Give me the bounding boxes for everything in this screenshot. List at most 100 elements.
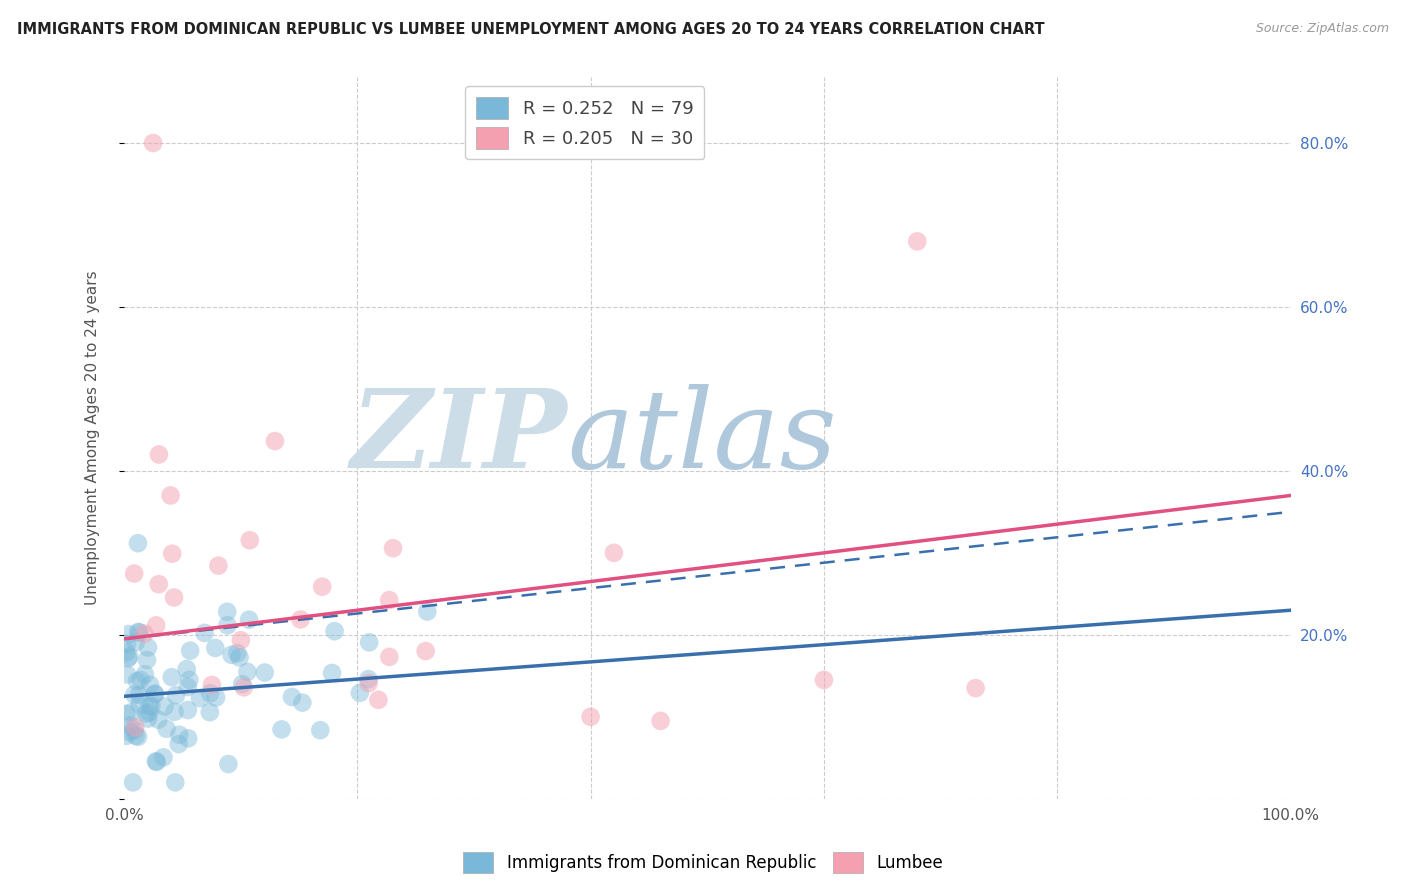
Point <box>125 729 148 743</box>
Point <box>378 649 401 664</box>
Point <box>291 696 314 710</box>
Point <box>165 688 187 702</box>
Point <box>117 651 139 665</box>
Point <box>167 737 190 751</box>
Point <box>145 755 167 769</box>
Point <box>253 665 276 680</box>
Point <box>153 699 176 714</box>
Y-axis label: Unemployment Among Ages 20 to 24 years: Unemployment Among Ages 20 to 24 years <box>86 271 100 606</box>
Point <box>323 624 346 639</box>
Point <box>416 605 439 619</box>
Point <box>148 577 170 591</box>
Point <box>232 681 254 695</box>
Point <box>270 723 292 737</box>
Point <box>115 667 138 681</box>
Legend: R = 0.252   N = 79, R = 0.205   N = 30: R = 0.252 N = 79, R = 0.205 N = 30 <box>465 87 704 160</box>
Point <box>217 757 239 772</box>
Point <box>134 667 156 681</box>
Point <box>125 674 148 689</box>
Point <box>579 710 602 724</box>
Text: IMMIGRANTS FROM DOMINICAN REPUBLIC VS LUMBEE UNEMPLOYMENT AMONG AGES 20 TO 24 YE: IMMIGRANTS FROM DOMINICAN REPUBLIC VS LU… <box>17 22 1045 37</box>
Point <box>138 698 160 713</box>
Point <box>136 640 159 655</box>
Point <box>367 693 389 707</box>
Point <box>603 546 626 560</box>
Point <box>163 705 186 719</box>
Point <box>115 637 138 651</box>
Point <box>155 722 177 736</box>
Point <box>238 613 260 627</box>
Point <box>125 635 148 649</box>
Point <box>139 678 162 692</box>
Point <box>357 676 380 690</box>
Point <box>128 688 150 702</box>
Point <box>124 720 146 734</box>
Point <box>143 687 166 701</box>
Point <box>207 558 229 573</box>
Point <box>176 662 198 676</box>
Point <box>217 618 239 632</box>
Point <box>143 687 166 701</box>
Point <box>124 688 146 702</box>
Text: ZIP: ZIP <box>350 384 567 491</box>
Point <box>145 755 167 769</box>
Point <box>965 681 987 695</box>
Point <box>236 665 259 679</box>
Point <box>357 672 380 686</box>
Point <box>127 536 149 550</box>
Point <box>281 690 304 704</box>
Point <box>122 775 145 789</box>
Point <box>177 703 200 717</box>
Point <box>127 730 149 744</box>
Point <box>136 653 159 667</box>
Point <box>160 547 183 561</box>
Text: atlas: atlas <box>567 384 837 491</box>
Point <box>128 625 150 640</box>
Point <box>136 712 159 726</box>
Point <box>138 706 160 720</box>
Point <box>382 541 405 556</box>
Point <box>141 698 163 713</box>
Point <box>905 235 928 249</box>
Point <box>152 750 174 764</box>
Point <box>177 731 200 746</box>
Point <box>221 648 243 662</box>
Point <box>122 566 145 581</box>
Point <box>160 670 183 684</box>
Point <box>188 691 211 706</box>
Point <box>359 635 381 649</box>
Point <box>311 580 333 594</box>
Point <box>118 649 141 664</box>
Point <box>117 627 139 641</box>
Point <box>290 612 312 626</box>
Point <box>650 714 672 728</box>
Point <box>148 713 170 727</box>
Point <box>120 718 142 732</box>
Point <box>226 646 249 660</box>
Point <box>134 626 156 640</box>
Point <box>239 533 262 548</box>
Point <box>128 698 150 712</box>
Point <box>142 136 165 150</box>
Point <box>201 678 224 692</box>
Point <box>179 673 201 687</box>
Point <box>165 775 187 789</box>
Point <box>120 706 142 720</box>
Point <box>115 729 138 743</box>
Point <box>145 618 167 632</box>
Point <box>813 673 835 687</box>
Point <box>135 706 157 721</box>
Point <box>415 644 437 658</box>
Point <box>194 626 217 640</box>
Point <box>127 624 149 639</box>
Point <box>176 680 198 694</box>
Point <box>115 706 138 721</box>
Point <box>129 673 152 687</box>
Point <box>349 686 371 700</box>
Point <box>198 705 221 719</box>
Point <box>229 633 252 648</box>
Legend: Immigrants from Dominican Republic, Lumbee: Immigrants from Dominican Republic, Lumb… <box>457 846 949 880</box>
Point <box>309 723 332 738</box>
Point <box>321 666 343 681</box>
Point <box>159 488 181 502</box>
